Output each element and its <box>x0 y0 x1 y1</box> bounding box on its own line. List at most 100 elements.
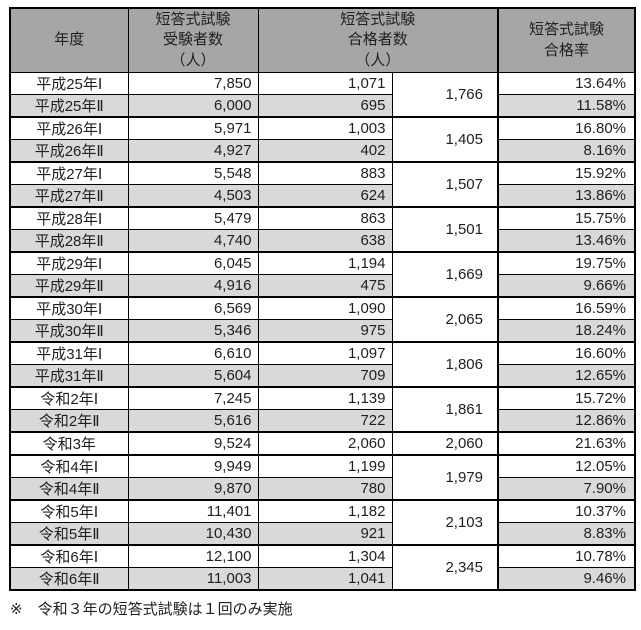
total-passers-cell: 1,501 <box>391 206 499 253</box>
examinees-cell: 12,100 <box>127 544 259 568</box>
col-header-examinees: 短答式試験 受験者数 （人） <box>127 7 259 73</box>
total-passers-cell: 2,060 <box>391 431 499 456</box>
year-cell: 平成28年Ⅰ <box>9 206 129 230</box>
passers-cell: 2,060 <box>257 431 393 456</box>
passers-cell: 402 <box>257 139 393 163</box>
year-cell: 令和4年Ⅰ <box>9 454 129 478</box>
examinees-cell: 11,003 <box>127 567 259 591</box>
rate-cell: 11.58% <box>497 94 636 118</box>
year-cell: 平成30年Ⅱ <box>9 319 129 343</box>
total-passers-cell: 2,103 <box>391 499 499 546</box>
examinees-cell: 7,850 <box>127 72 259 95</box>
year-cell: 令和5年Ⅱ <box>9 522 129 546</box>
rate-cell: 10.37% <box>497 499 636 523</box>
rate-cell: 16.80% <box>497 116 636 140</box>
total-passers-cell: 1,507 <box>391 161 499 208</box>
table-row: 平成31年Ⅱ 5,604 709 12.65% <box>9 364 636 388</box>
year-cell: 令和6年Ⅱ <box>9 567 129 591</box>
passers-cell: 475 <box>257 274 393 298</box>
examinees-cell: 4,916 <box>127 274 259 298</box>
rate-cell: 15.75% <box>497 206 636 230</box>
rate-cell: 15.72% <box>497 386 636 410</box>
passers-cell: 1,194 <box>257 251 393 275</box>
year-cell: 平成26年Ⅱ <box>9 139 129 163</box>
examinees-cell: 5,971 <box>127 116 259 140</box>
rate-cell: 12.05% <box>497 454 636 478</box>
total-passers-cell: 1,766 <box>391 72 499 118</box>
rate-cell: 9.46% <box>497 567 636 591</box>
year-cell: 令和4年Ⅱ <box>9 477 129 501</box>
table-row: 令和5年Ⅱ 10,430 921 8.83% <box>9 522 636 546</box>
table-row: 平成27年Ⅰ 5,548 883 1,507 15.92% <box>9 161 636 208</box>
pass-rate-table: 年度 短答式試験 受験者数 （人） 短答式試験 合格者数 （人） 短答式試験 合… <box>9 7 636 591</box>
table-row: 平成30年Ⅱ 5,346 975 18.24% <box>9 319 636 343</box>
passers-cell: 921 <box>257 522 393 546</box>
passers-cell: 1,003 <box>257 116 393 140</box>
total-passers-cell: 2,065 <box>391 296 499 343</box>
rate-cell: 13.86% <box>497 184 636 208</box>
rate-cell: 8.16% <box>497 139 636 163</box>
total-passers-cell: 1,861 <box>391 386 499 433</box>
year-cell: 平成27年Ⅰ <box>9 161 129 185</box>
passers-cell: 1,304 <box>257 544 393 568</box>
table-header: 年度 短答式試験 受験者数 （人） 短答式試験 合格者数 （人） 短答式試験 合… <box>9 7 636 73</box>
year-cell: 令和3年 <box>9 431 129 456</box>
rate-cell: 15.92% <box>497 161 636 185</box>
passers-cell: 1,090 <box>257 296 393 320</box>
table-row: 令和4年Ⅱ 9,870 780 7.90% <box>9 477 636 501</box>
passers-cell: 975 <box>257 319 393 343</box>
table-row: 令和2年Ⅱ 5,616 722 12.86% <box>9 409 636 433</box>
table-row: 平成31年Ⅰ 6,610 1,097 1,806 16.60% <box>9 341 636 388</box>
passers-cell: 722 <box>257 409 393 433</box>
year-cell: 平成30年Ⅰ <box>9 296 129 320</box>
passers-cell: 863 <box>257 206 393 230</box>
total-passers-cell: 1,405 <box>391 116 499 163</box>
examinees-cell: 6,610 <box>127 341 259 365</box>
table-row: 平成29年Ⅱ 4,916 475 9.66% <box>9 274 636 298</box>
passers-cell: 1,097 <box>257 341 393 365</box>
table-row: 平成30年Ⅰ 6,569 1,090 2,065 16.59% <box>9 296 636 343</box>
examinees-cell: 10,430 <box>127 522 259 546</box>
table-row: 令和6年Ⅰ 12,100 1,304 2,345 10.78% <box>9 544 636 591</box>
rate-cell: 18.24% <box>497 319 636 343</box>
examinees-cell: 6,045 <box>127 251 259 275</box>
examinees-cell: 4,927 <box>127 139 259 163</box>
examinees-cell: 9,949 <box>127 454 259 478</box>
table-row: 平成25年Ⅱ 6,000 695 11.58% <box>9 94 636 118</box>
rate-cell: 12.86% <box>497 409 636 433</box>
rate-cell: 9.66% <box>497 274 636 298</box>
rate-cell: 10.78% <box>497 544 636 568</box>
rate-cell: 7.90% <box>497 477 636 501</box>
examinees-cell: 9,870 <box>127 477 259 501</box>
table-row: 令和2年Ⅰ 7,245 1,139 1,861 15.72% <box>9 386 636 433</box>
rate-cell: 16.59% <box>497 296 636 320</box>
year-cell: 平成25年Ⅱ <box>9 94 129 118</box>
examinees-cell: 5,604 <box>127 364 259 388</box>
table-row: 令和5年Ⅰ 11,401 1,182 2,103 10.37% <box>9 499 636 546</box>
table-row: 平成25年Ⅰ 7,850 1,071 1,766 13.64% <box>9 72 636 118</box>
examinees-cell: 6,000 <box>127 94 259 118</box>
year-cell: 平成26年Ⅰ <box>9 116 129 140</box>
table-row: 平成28年Ⅱ 4,740 638 13.46% <box>9 229 636 253</box>
passers-cell: 1,139 <box>257 386 393 410</box>
footnote: ※ 令和３年の短答式試験は１回のみ実施 <box>10 601 293 618</box>
examinees-cell: 9,524 <box>127 431 259 456</box>
year-cell: 平成31年Ⅰ <box>9 341 129 365</box>
total-passers-cell: 1,979 <box>391 454 499 501</box>
year-cell: 平成29年Ⅰ <box>9 251 129 275</box>
passers-cell: 1,182 <box>257 499 393 523</box>
total-passers-cell: 1,806 <box>391 341 499 388</box>
rate-cell: 12.65% <box>497 364 636 388</box>
passers-cell: 1,199 <box>257 454 393 478</box>
year-cell: 令和6年Ⅰ <box>9 544 129 568</box>
examinees-cell: 5,479 <box>127 206 259 230</box>
rate-cell: 8.83% <box>497 522 636 546</box>
examinees-cell: 5,548 <box>127 161 259 185</box>
passers-cell: 883 <box>257 161 393 185</box>
year-cell: 平成27年Ⅱ <box>9 184 129 208</box>
table-row: 平成27年Ⅱ 4,503 624 13.86% <box>9 184 636 208</box>
col-header-rate: 短答式試験 合格率 <box>497 7 636 73</box>
rate-cell: 21.63% <box>497 431 636 456</box>
rate-cell: 19.75% <box>497 251 636 275</box>
examinees-cell: 6,569 <box>127 296 259 320</box>
